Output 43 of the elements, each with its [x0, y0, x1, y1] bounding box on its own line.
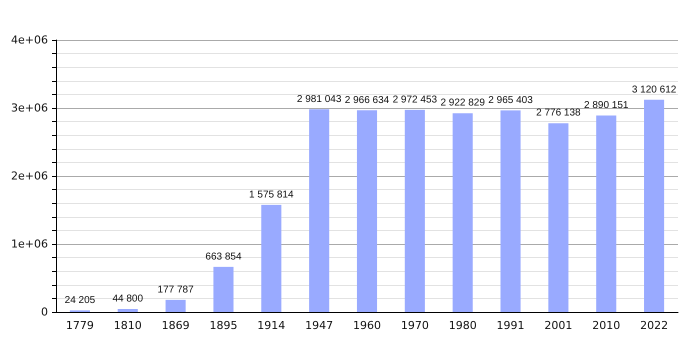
x-tick-label: 1960 — [353, 319, 381, 332]
bar — [548, 123, 568, 312]
bar — [166, 300, 186, 312]
data-label: 177 787 — [158, 284, 194, 296]
x-tick-label: 1779 — [66, 319, 94, 332]
x-tick-label: 2001 — [544, 319, 572, 332]
x-tick-label: 1810 — [114, 319, 142, 332]
data-label: 663 854 — [205, 251, 242, 262]
bar — [452, 113, 473, 312]
bar — [309, 109, 330, 312]
x-tick-label: 1970 — [400, 319, 429, 332]
data-label: 24 205 — [64, 294, 96, 306]
data-label: 2 981 043 — [296, 94, 342, 105]
y-tick-label: 4e+06 — [11, 34, 48, 46]
x-tick-label: 1947 — [305, 319, 334, 332]
bar — [404, 110, 425, 312]
data-label: 3 120 612 — [632, 84, 677, 96]
bar — [118, 308, 138, 312]
y-tick-label: 3e+06 — [11, 102, 48, 114]
y-tick-label: 1e+06 — [11, 238, 48, 250]
data-label: 2 966 634 — [344, 94, 390, 106]
x-tick-label: 1869 — [162, 319, 190, 332]
bar — [213, 266, 234, 312]
x-tick-label: 1914 — [257, 319, 286, 332]
y-tick-label: 2e+06 — [11, 170, 48, 182]
data-label: 2 922 829 — [440, 98, 486, 109]
x-tick-label: 1991 — [496, 319, 525, 332]
data-label: 2 776 138 — [536, 108, 582, 119]
x-tick-label: 2022 — [640, 319, 668, 332]
x-tick-label: 2010 — [592, 319, 620, 332]
y-tick-label: 0 — [41, 306, 48, 318]
bar — [500, 110, 521, 312]
data-label: 1 575 814 — [249, 189, 294, 200]
data-label: 2 972 453 — [392, 94, 438, 106]
x-tick-label: 1895 — [209, 319, 238, 332]
data-label: 2 965 403 — [488, 94, 534, 106]
bar — [644, 100, 664, 312]
data-label: 2 890 151 — [584, 100, 629, 111]
data-label: 44 800 — [112, 293, 144, 304]
bar — [261, 204, 282, 312]
bar — [596, 115, 616, 312]
bar — [356, 110, 378, 312]
x-tick-label: 1980 — [448, 319, 477, 332]
